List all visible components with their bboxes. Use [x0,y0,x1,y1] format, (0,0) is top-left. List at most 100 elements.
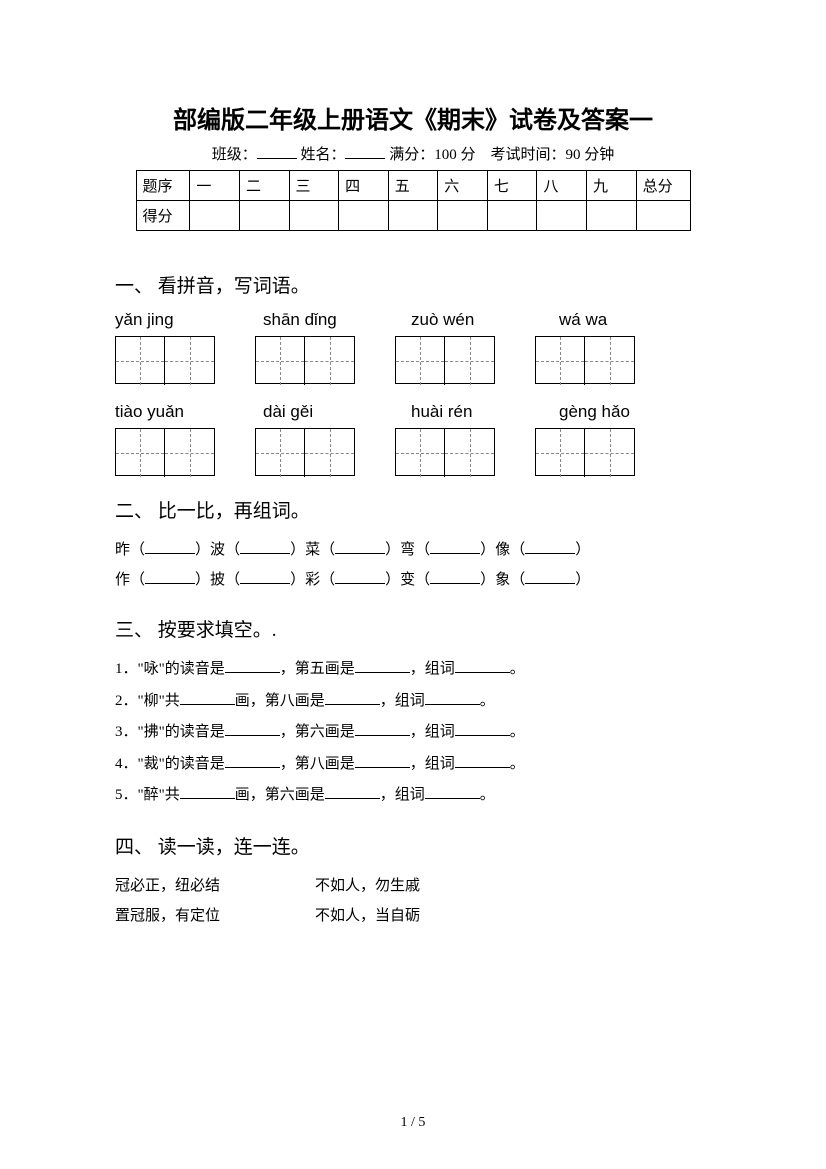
score-cell[interactable] [487,201,537,231]
q3-num: 1． [115,661,138,677]
q3-pre: "醉"共 [138,787,180,803]
q2-char: 变 [400,572,415,588]
q3-period: 。 [480,787,495,803]
q3-tail: ，组词 [410,724,455,740]
q3-period: 。 [510,756,525,772]
q3-mid: ，第六画是 [280,724,355,740]
q4-row: 置冠服，有定位 不如人，当自砺 [115,901,711,931]
score-cell[interactable] [388,201,438,231]
score-row2-label: 得分 [136,201,190,231]
q3-item: 2．"柳"共画，第八画是，组词。 [115,686,711,718]
score-row1-label: 题序 [136,171,190,201]
tianzi-row [115,336,711,384]
q3-period: 。 [510,724,525,740]
page-title: 部编版二年级上册语文《期末》试卷及答案一 [115,100,711,135]
q3-blank[interactable] [325,690,380,705]
q3-item: 3．"拂"的读音是 ，第六画是 ，组词 。 [115,717,711,749]
q3-period: 。 [510,661,525,677]
q3-blank[interactable] [455,753,510,768]
q3-blank[interactable] [355,753,410,768]
q3-item: 5．"醉"共画，第六画是，组词。 [115,780,711,812]
pinyin-row: tiào yuǎn dài gěi huài rén gèng hǎo [115,402,711,422]
q2-char: 象 [495,572,510,588]
section-3-title: 三、 按要求填空。. [115,615,711,642]
score-col: 六 [438,171,488,201]
q4-right: 不如人，勿生戚 [315,871,420,901]
q2-char: 像 [495,542,510,558]
tianzi-box[interactable] [395,336,495,384]
q2-blank[interactable] [430,539,480,554]
q3-mid: 画，第八画是 [235,693,325,709]
q2-blank[interactable] [525,539,575,554]
q4-right: 不如人，当自砺 [315,901,420,931]
tianzi-box[interactable] [395,428,495,476]
q3-item: 1．"咏"的读音是，第五画是，组词。 [115,654,711,686]
score-table: 题序 一 二 三 四 五 六 七 八 九 总分 得分 [136,170,691,231]
class-label: 班级： [212,147,257,163]
q3-pre: "柳"共 [138,693,180,709]
q2-blank[interactable] [145,569,195,584]
q2-blank[interactable] [335,569,385,584]
q2-blank[interactable] [240,539,290,554]
score-cell[interactable] [239,201,289,231]
score-total-label: 总分 [636,171,690,201]
q3-num: 2． [115,693,138,709]
q3-blank[interactable] [455,658,510,673]
q2-blank[interactable] [145,539,195,554]
q3-blank[interactable] [225,753,280,768]
fullscore-label: 满分： [389,147,434,163]
score-col: 三 [289,171,339,201]
q3-tail: ，组词 [380,693,425,709]
q3-num: 3． [115,724,138,740]
q2-char: 弯 [400,542,415,558]
q3-blank[interactable] [455,721,510,736]
pinyin-text: dài gěi [263,402,371,422]
score-cell[interactable] [190,201,240,231]
section-4-title: 四、 读一读，连一连。 [115,832,711,859]
q3-blank[interactable] [180,784,235,799]
score-cell[interactable] [438,201,488,231]
score-cell[interactable] [587,201,637,231]
pinyin-text: huài rén [411,402,519,422]
tianzi-box[interactable] [255,336,355,384]
score-cell[interactable] [339,201,389,231]
score-col: 四 [339,171,389,201]
score-cell[interactable] [537,201,587,231]
q3-blank[interactable] [355,658,410,673]
section-2-title: 二、 比一比，再组词。 [115,496,711,523]
tianzi-box[interactable] [255,428,355,476]
tianzi-box[interactable] [535,428,635,476]
q3-tail: ，组词 [380,787,425,803]
q3-blank[interactable] [325,784,380,799]
q3-item: 4．"裁"的读音是，第八画是，组词。 [115,749,711,781]
q2-blank[interactable] [335,539,385,554]
q3-num: 4． [115,756,138,772]
tianzi-box[interactable] [535,336,635,384]
q2-blank[interactable] [240,569,290,584]
score-col: 七 [487,171,537,201]
name-blank[interactable] [345,144,385,159]
class-blank[interactable] [257,144,297,159]
name-label: 姓名： [300,147,345,163]
q3-mid: ，第五画是 [280,661,355,677]
q2-line-1: 昨（）波（）菜（）弯（）像（） [115,535,711,565]
q3-blank[interactable] [225,721,280,736]
q3-blank[interactable] [355,721,410,736]
q3-pre: "拂"的读音是 [138,724,225,740]
q3-blank[interactable] [425,690,480,705]
score-col: 八 [537,171,587,201]
pinyin-row: yǎn jing shān dǐng zuò wén wá wa [115,310,711,330]
score-col: 九 [587,171,637,201]
q3-blank[interactable] [425,784,480,799]
q3-blank[interactable] [225,658,280,673]
q2-char: 菜 [305,542,320,558]
q2-blank[interactable] [430,569,480,584]
duration-label: 考试时间： [491,147,566,163]
q3-blank[interactable] [180,690,235,705]
score-cell[interactable] [289,201,339,231]
tianzi-box[interactable] [115,336,215,384]
tianzi-box[interactable] [115,428,215,476]
q2-blank[interactable] [525,569,575,584]
score-cell[interactable] [636,201,690,231]
q3-num: 5． [115,787,138,803]
